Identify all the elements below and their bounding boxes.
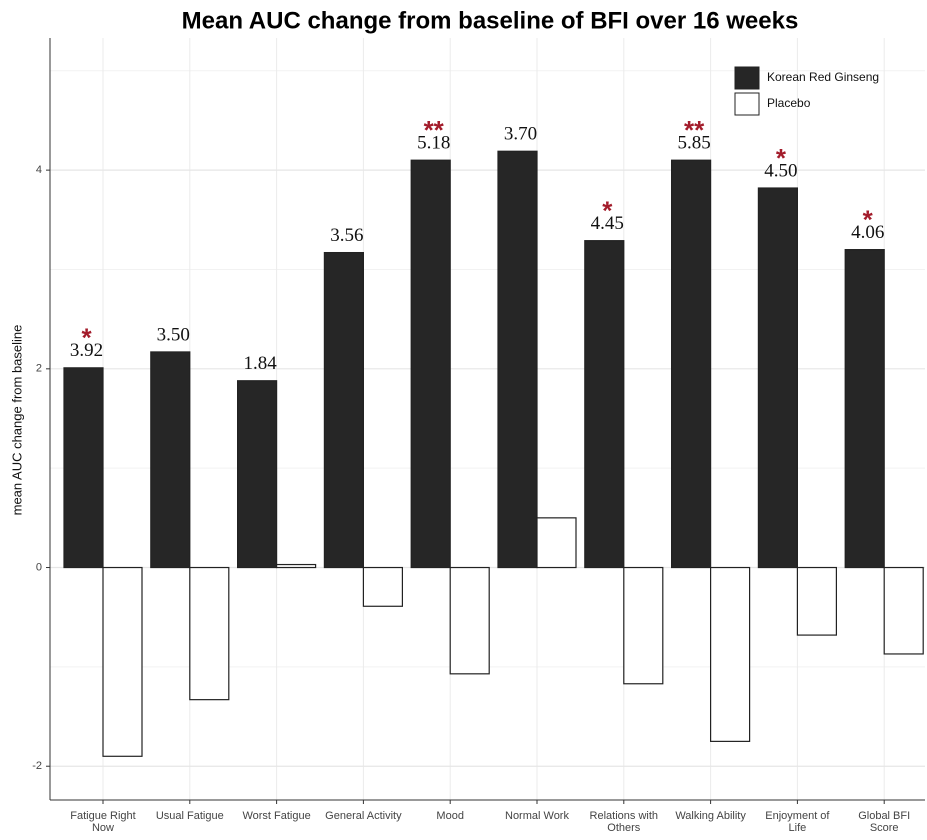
significance-mark: * bbox=[81, 323, 92, 353]
bar bbox=[757, 187, 799, 569]
significance-mark: * bbox=[776, 143, 787, 173]
legend-swatch bbox=[734, 66, 760, 90]
x-tick-label: Worst Fatigue bbox=[242, 810, 311, 822]
bar bbox=[237, 380, 278, 569]
significance-mark: ** bbox=[684, 115, 705, 145]
significance-mark: ** bbox=[424, 115, 445, 145]
bar bbox=[536, 517, 577, 569]
significance-mark: * bbox=[602, 196, 613, 226]
annotation-value: 5.85 bbox=[677, 133, 710, 154]
x-tick-label: Fatigue Right Now bbox=[70, 810, 136, 834]
annotation-value: 3.50 bbox=[157, 324, 190, 345]
y-axis-label: mean AUC change from baseline bbox=[9, 325, 24, 516]
annotation-value: 4.50 bbox=[764, 160, 797, 181]
annotation-value: 4.45 bbox=[591, 213, 624, 234]
y-tick-label: -2 bbox=[32, 760, 42, 772]
legend-swatch bbox=[734, 92, 760, 116]
legend-label: Korean Red Ginseng bbox=[767, 70, 879, 84]
annotation-value: 3.70 bbox=[504, 124, 537, 145]
bar bbox=[362, 566, 403, 607]
bar bbox=[883, 566, 924, 655]
bar bbox=[796, 566, 838, 636]
bar bbox=[449, 566, 490, 675]
bar bbox=[323, 251, 364, 569]
annotation-value: 5.18 bbox=[417, 133, 450, 154]
y-tick-label: 2 bbox=[36, 363, 42, 375]
x-tick-label: General Activity bbox=[325, 810, 402, 822]
legend-label: Placebo bbox=[767, 96, 811, 110]
bar bbox=[189, 566, 230, 701]
y-tick-label: 0 bbox=[36, 561, 42, 573]
bar bbox=[844, 249, 885, 569]
annotation-value: 4.06 bbox=[851, 222, 884, 243]
bar bbox=[709, 566, 751, 742]
bar bbox=[150, 351, 191, 569]
bar bbox=[497, 150, 538, 569]
annotation-value: 3.92 bbox=[70, 340, 103, 361]
bar bbox=[584, 240, 625, 569]
bar bbox=[102, 566, 143, 757]
x-tick-label: Enjoyment of Life bbox=[765, 810, 830, 834]
x-tick-label: Normal Work bbox=[505, 810, 569, 822]
annotation-value: 1.84 bbox=[243, 353, 277, 374]
x-tick-label: Mood bbox=[436, 810, 464, 822]
annotation-value: 3.56 bbox=[330, 225, 363, 246]
x-tick-label: Walking Ability bbox=[675, 810, 746, 822]
x-tick-label: Global BFI Score bbox=[858, 810, 911, 834]
y-tick-label: 4 bbox=[36, 164, 42, 176]
bar bbox=[63, 367, 104, 569]
bar bbox=[670, 159, 712, 569]
bar bbox=[623, 566, 664, 685]
x-tick-label: Usual Fatigue bbox=[155, 810, 224, 822]
bar bbox=[276, 563, 317, 569]
bar bbox=[410, 159, 451, 569]
x-tick-label: Relations with Others bbox=[589, 810, 659, 834]
chart-title: Mean AUC change from baseline of BFI ove… bbox=[182, 7, 799, 34]
significance-mark: * bbox=[863, 204, 874, 234]
